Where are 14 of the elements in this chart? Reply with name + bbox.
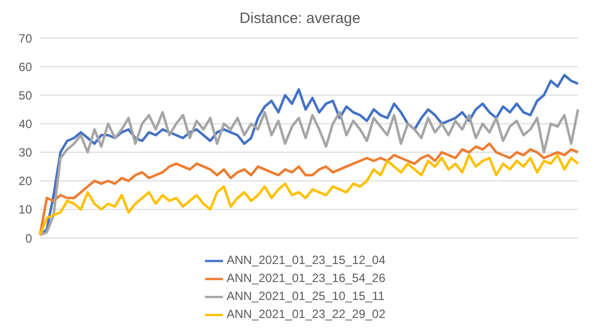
legend-label: ANN_2021_01_23_22_29_02 bbox=[226, 307, 386, 322]
y-tick-label: 20 bbox=[18, 174, 32, 188]
line-series bbox=[38, 108, 580, 236]
legend-label: ANN_2021_01_23_15_12_04 bbox=[226, 253, 386, 268]
y-tick-label: 40 bbox=[18, 116, 32, 131]
chart-title: Distance: average bbox=[238, 9, 362, 29]
y-tick-label: 70 bbox=[18, 31, 32, 46]
y-tick-label: 30 bbox=[18, 146, 32, 160]
legend-label: ANN_2021_01_25_10_15_11 bbox=[226, 289, 385, 304]
y-tick-label: 60 bbox=[18, 60, 32, 74]
y-tick-label: 50 bbox=[18, 88, 32, 102]
y-tick-label: 10 bbox=[18, 202, 32, 217]
legend-label: ANN_2021_01_23_16_54_26 bbox=[226, 271, 386, 286]
y-tick-label: 0 bbox=[25, 231, 32, 246]
